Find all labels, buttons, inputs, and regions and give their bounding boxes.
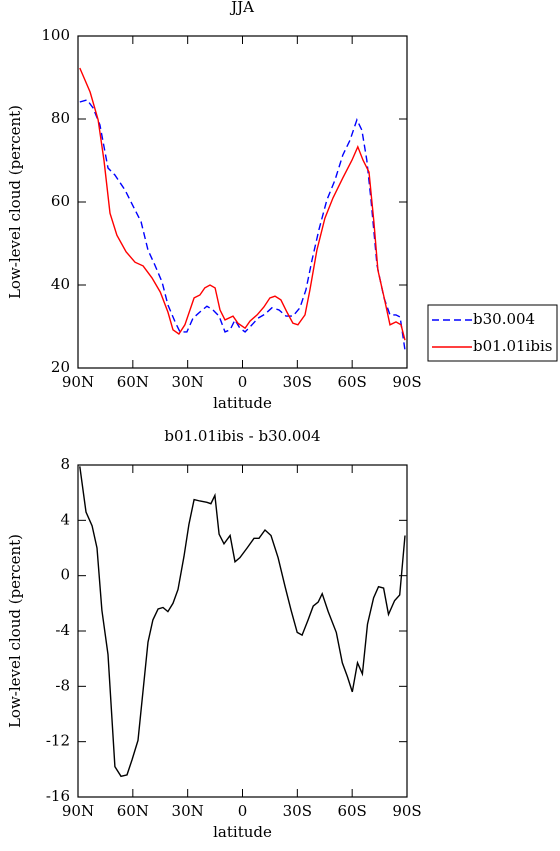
x-tick-label: 60N (117, 373, 149, 391)
y-tick-label: 0 (60, 566, 70, 584)
x-tick-label: 60S (337, 373, 366, 391)
y-tick-label: 4 (60, 510, 70, 528)
data-line (79, 466, 406, 778)
data-line (79, 99, 406, 351)
y-axis-label: Low-level cloud (percent) (6, 534, 24, 728)
y-tick-label: -12 (46, 732, 70, 750)
x-axis-label: latitude (213, 823, 272, 841)
x-tick-label: 90N (62, 373, 94, 391)
y-tick-label: -16 (46, 787, 70, 805)
y-tick-label: -4 (55, 621, 70, 639)
y-tick-label: 8 (60, 455, 70, 473)
x-tick-label: 30S (283, 802, 312, 820)
plot-frame (77, 464, 408, 798)
y-tick-label: 100 (41, 26, 70, 44)
x-tick-label: 30N (172, 802, 204, 820)
chart-title: b01.01ibis - b30.004 (164, 427, 320, 445)
x-tick-label: 90N (62, 802, 94, 820)
x-tick-label: 60S (337, 802, 366, 820)
legend-label: b30.004 (473, 310, 535, 328)
y-axis-label: Low-level cloud (percent) (6, 105, 24, 299)
data-line (79, 67, 406, 341)
chart-title: JJA (229, 0, 254, 16)
x-tick-label: 30S (283, 373, 312, 391)
y-tick-label: 80 (51, 109, 70, 127)
y-tick-label: -8 (55, 676, 70, 694)
x-tick-label: 0 (238, 373, 248, 391)
legend-label: b01.01ibis (473, 337, 552, 355)
x-tick-label: 60N (117, 802, 149, 820)
y-tick-label: 20 (51, 358, 70, 376)
legend-box (427, 304, 558, 362)
x-tick-label: 90S (392, 802, 421, 820)
x-tick-label: 0 (238, 802, 248, 820)
plot-frame (77, 35, 408, 369)
x-tick-label: 30N (172, 373, 204, 391)
x-axis-label: latitude (213, 394, 272, 412)
y-tick-label: 40 (51, 275, 70, 293)
y-tick-label: 60 (51, 192, 70, 210)
x-tick-label: 90S (392, 373, 421, 391)
